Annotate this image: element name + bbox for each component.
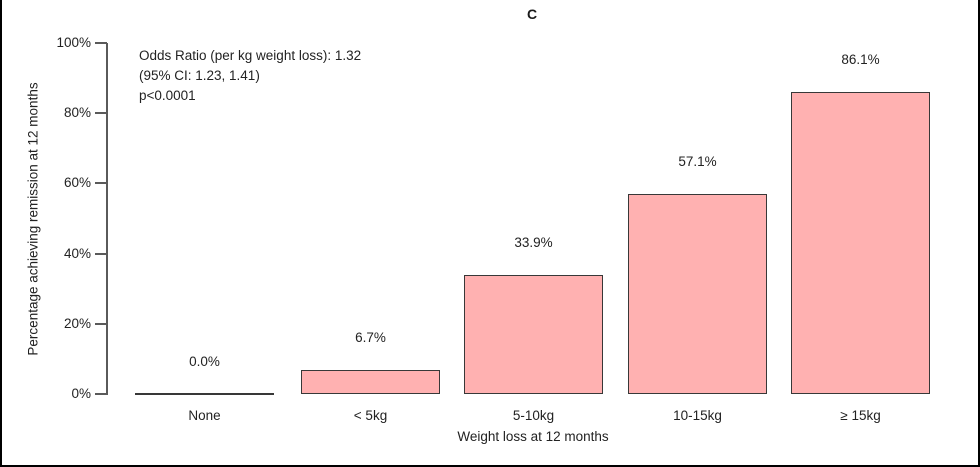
bar-10-15kg xyxy=(628,193,767,394)
y-tick-100% xyxy=(95,42,107,44)
bar-None xyxy=(135,393,274,395)
y-tick-label-80%: 80% xyxy=(63,105,91,121)
y-tick-20% xyxy=(95,322,107,325)
y-tick-label-20%: 20% xyxy=(63,315,91,331)
category-label-5-10kg: 5-10kg xyxy=(512,408,555,423)
bar-value-label-5-10kg: 33.9% xyxy=(514,235,553,250)
annotation-line-pvalue: p<0.0001 xyxy=(139,88,196,103)
bar-value-label-< 5kg: 6.7% xyxy=(355,330,386,346)
y-axis-line xyxy=(106,43,108,395)
bar-value-label-10-15kg: 57.1% xyxy=(678,153,717,169)
category-label-None: None xyxy=(188,408,221,423)
bar-< 5kg xyxy=(301,370,440,394)
bar-≥ 15kg xyxy=(791,91,930,394)
bar-value-label-None: 0.0% xyxy=(189,354,220,369)
bar-5-10kg xyxy=(464,275,603,394)
x-axis-title: Weight loss at 12 months xyxy=(457,429,609,444)
category-label-< 5kg: < 5kg xyxy=(353,408,388,423)
y-tick-label-60%: 60% xyxy=(63,175,91,191)
y-tick-40% xyxy=(95,252,107,255)
y-axis-title: Percentage achieving remission at 12 mon… xyxy=(25,82,41,356)
odds-ratio-annotation: Odds Ratio (per kg weight loss): 1.32 (9… xyxy=(139,46,361,106)
category-label-10-15kg: 10-15kg xyxy=(673,408,722,423)
y-tick-60% xyxy=(95,182,107,185)
y-tick-label-40%: 40% xyxy=(63,245,91,261)
panel-title: C xyxy=(526,6,538,22)
annotation-line-odds-ratio: Odds Ratio (per kg weight loss): 1.32 xyxy=(139,48,362,63)
y-tick-label-0%: 0% xyxy=(71,386,91,401)
category-label-≥ 15kg: ≥ 15kg xyxy=(840,408,881,423)
y-tick-label-100%: 100% xyxy=(56,35,91,50)
y-tick-80% xyxy=(95,112,107,115)
annotation-line-ci: (95% CI: 1.23, 1.41) xyxy=(139,68,260,83)
y-tick-0% xyxy=(95,393,107,395)
bar-value-label-≥ 15kg: 86.1% xyxy=(841,51,880,67)
